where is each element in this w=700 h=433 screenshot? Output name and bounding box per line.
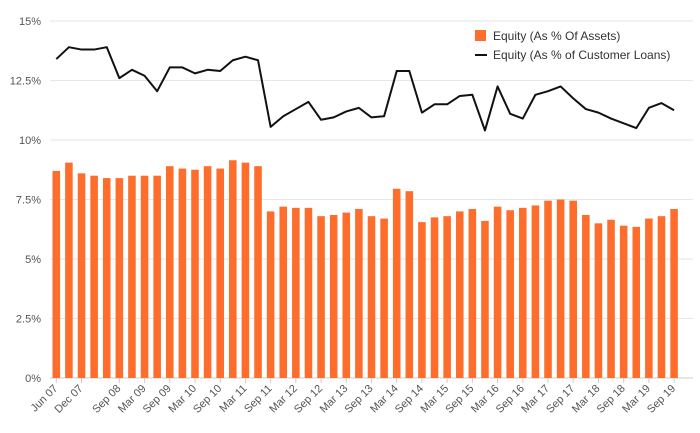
x-tick-label: Sep 09	[141, 383, 174, 416]
bar	[304, 207, 313, 378]
x-tick-label: Sep 10	[191, 383, 224, 416]
bar	[279, 206, 288, 378]
bar	[519, 207, 527, 378]
line-series	[55, 46, 675, 132]
bar	[594, 223, 603, 378]
x-tick-label: Sep 18	[595, 383, 628, 416]
x-tick-label: Sep 19	[645, 383, 678, 416]
legend: Equity (As % Of Assets) Equity (As % of …	[475, 29, 670, 62]
bar	[191, 169, 199, 378]
bar	[556, 199, 565, 378]
y-tick-label: 0%	[25, 373, 41, 385]
bar	[582, 214, 590, 378]
bar	[481, 220, 489, 378]
bar	[128, 175, 136, 378]
x-tick-label: Sep 15	[443, 383, 476, 416]
bar	[405, 191, 414, 378]
bar	[392, 188, 401, 378]
bar	[292, 207, 300, 378]
bar	[418, 222, 426, 378]
bar	[216, 168, 224, 378]
bar	[632, 226, 641, 378]
bar	[493, 206, 502, 378]
x-tick-label: Dec 07	[53, 383, 86, 416]
x-tick-label: Sep 13	[342, 383, 375, 416]
y-tick-label: 15%	[19, 16, 41, 28]
x-tick-label: Sep 08	[90, 383, 123, 416]
y-tick-label: 12.5%	[10, 76, 41, 88]
y-tick-label: 7.5%	[16, 195, 41, 207]
bar	[165, 166, 174, 378]
bar	[102, 178, 111, 378]
bar	[329, 214, 338, 378]
y-tick-label: 2.5%	[16, 314, 41, 326]
bar	[90, 175, 98, 378]
bar	[203, 166, 212, 378]
x-tick-label: Sep 16	[494, 383, 527, 416]
bar	[317, 216, 325, 378]
bar	[657, 216, 666, 378]
bar	[430, 217, 439, 378]
y-axis: 0% 2.5% 5% 7.5% 10% 12.5% 15%	[10, 16, 41, 385]
bar	[569, 200, 578, 378]
bar	[77, 173, 86, 378]
legend-swatch-bar	[475, 30, 486, 41]
bar	[468, 209, 477, 378]
bar	[342, 212, 351, 378]
bar	[153, 175, 161, 378]
bar-series	[52, 160, 678, 378]
bar	[380, 218, 388, 378]
legend-label-line: Equity (As % of Customer Loans)	[493, 48, 670, 62]
x-tick-label: Sep 14	[393, 383, 426, 416]
bar	[443, 216, 451, 378]
bar	[241, 162, 250, 378]
bar	[355, 209, 363, 378]
bar	[619, 225, 628, 378]
bar	[455, 211, 464, 378]
bar	[531, 205, 540, 378]
legend-label-bar: Equity (As % Of Assets)	[493, 29, 620, 43]
bar	[670, 209, 678, 378]
bar	[266, 211, 275, 378]
y-tick-label: 10%	[19, 135, 41, 147]
bar	[506, 210, 514, 378]
bar	[52, 170, 61, 378]
bar	[544, 200, 552, 378]
bar	[65, 162, 73, 378]
series-line	[55, 46, 675, 132]
bar	[178, 168, 187, 378]
bar	[254, 166, 262, 378]
bar	[607, 219, 615, 378]
x-tick-label: Sep 12	[292, 383, 325, 416]
bar	[115, 178, 124, 378]
bar	[229, 160, 237, 378]
y-tick-label: 5%	[25, 254, 41, 266]
bar	[367, 216, 376, 378]
bar	[645, 218, 653, 378]
x-tick-label: Sep 17	[544, 383, 577, 416]
bar	[140, 175, 149, 378]
